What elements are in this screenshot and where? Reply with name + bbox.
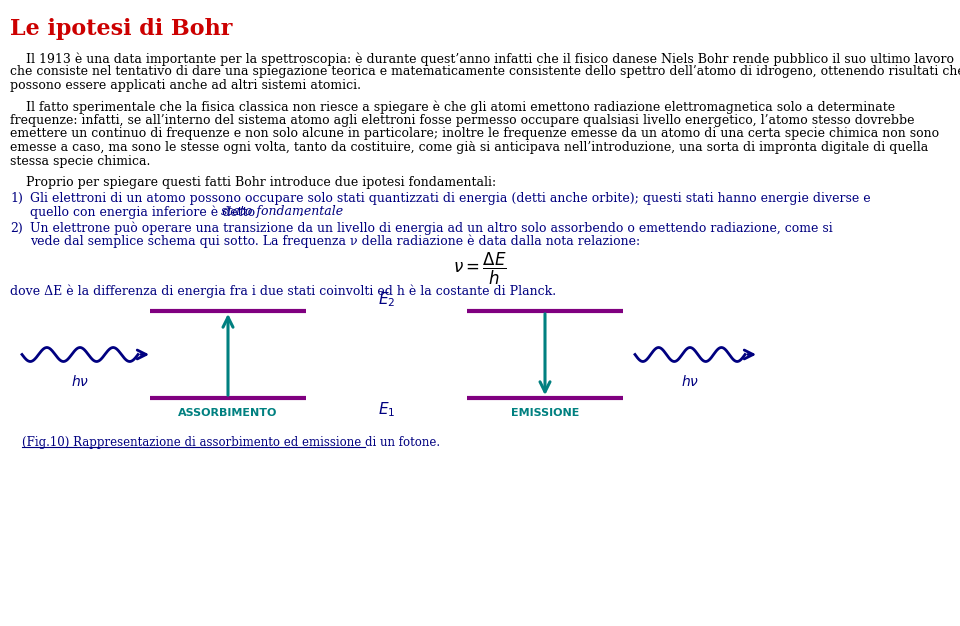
Text: Il fatto sperimentale che la fisica classica non riesce a spiegare è che gli ato: Il fatto sperimentale che la fisica clas… [10,101,895,114]
Text: (Fig.10) Rappresentazione di assorbimento ed emissione di un fotone.: (Fig.10) Rappresentazione di assorbiment… [22,436,440,449]
Text: Un elettrone può operare una transizione da un livello di energia ad un altro so: Un elettrone può operare una transizione… [30,222,832,235]
Text: che consiste nel tentativo di dare una spiegazione teorica e matematicamente con: che consiste nel tentativo di dare una s… [10,66,960,78]
Text: dove ΔE è la differenza di energia fra i due stati coinvolti ed h è la costante : dove ΔE è la differenza di energia fra i… [10,285,556,299]
Text: Le ipotesi di Bohr: Le ipotesi di Bohr [10,18,232,40]
Text: possono essere applicati anche ad altri sistemi atomici.: possono essere applicati anche ad altri … [10,79,361,92]
Text: Gli elettroni di un atomo possono occupare solo stati quantizzati di energia (de: Gli elettroni di un atomo possono occupa… [30,192,871,205]
Text: quello con energia inferiore è detto: quello con energia inferiore è detto [30,205,259,219]
Text: stessa specie chimica.: stessa specie chimica. [10,155,151,168]
Text: frequenze: infatti, se all’interno del sistema atomo agli elettroni fosse permes: frequenze: infatti, se all’interno del s… [10,114,915,127]
Text: $h\nu$: $h\nu$ [71,374,89,389]
Text: $\nu = \dfrac{\Delta E}{h}$: $\nu = \dfrac{\Delta E}{h}$ [453,251,507,287]
Text: EMISSIONE: EMISSIONE [511,408,579,418]
Text: emettere un continuo di frequenze e non solo alcune in particolare; inoltre le f: emettere un continuo di frequenze e non … [10,128,939,140]
Text: $h\nu$: $h\nu$ [681,374,699,389]
Text: emesse a caso, ma sono le stesse ogni volta, tanto da costituire, come già si an: emesse a caso, ma sono le stesse ogni vo… [10,141,928,154]
Text: $E_2$: $E_2$ [378,290,396,309]
Text: 2): 2) [10,222,23,235]
Text: Proprio per spiegare questi fatti Bohr introduce due ipotesi fondamentali:: Proprio per spiegare questi fatti Bohr i… [10,176,496,189]
Text: .: . [300,205,303,218]
Text: stato fondamentale: stato fondamentale [221,205,343,218]
Text: Il 1913 è una data importante per la spettroscopia: è durante quest’anno infatti: Il 1913 è una data importante per la spe… [10,52,954,66]
Text: 1): 1) [10,192,23,205]
Text: vede dal semplice schema qui sotto. La frequenza ν della radiazione è data dalla: vede dal semplice schema qui sotto. La f… [30,235,640,249]
Text: ASSORBIMENTO: ASSORBIMENTO [179,408,277,418]
Text: $E_1$: $E_1$ [378,400,396,419]
